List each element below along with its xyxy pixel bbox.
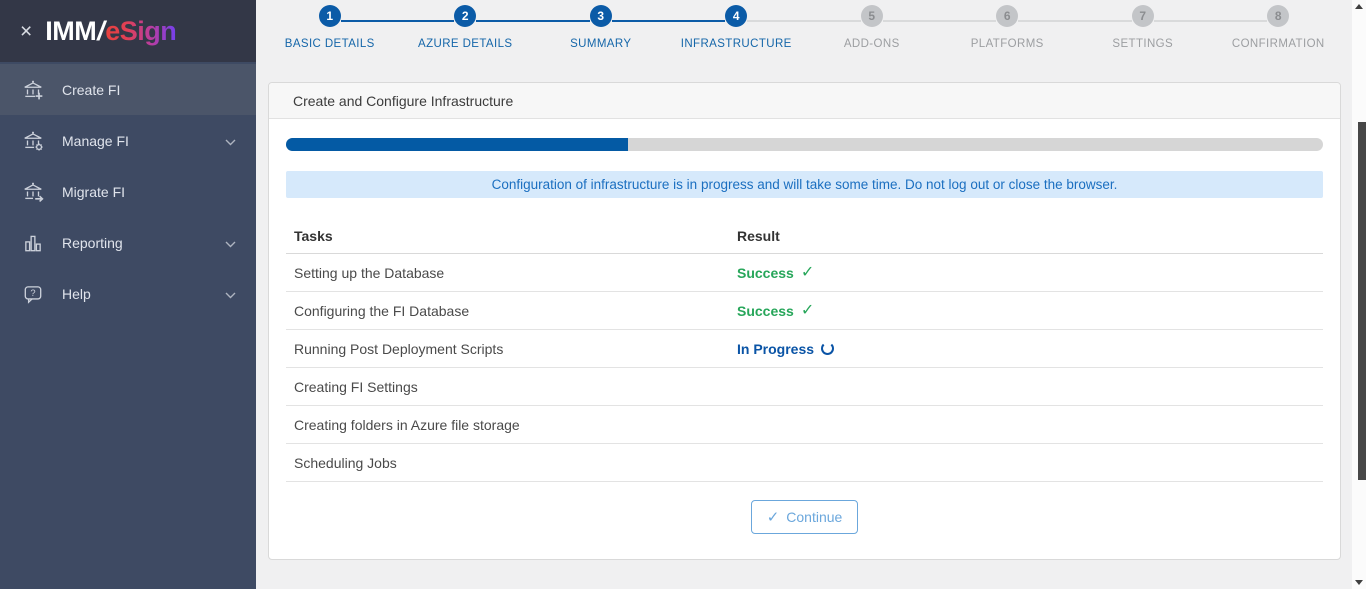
sidebar: × IMM/eSign Create FI Manage FI xyxy=(0,0,256,589)
app-logo: IMM/eSign xyxy=(45,15,177,47)
infrastructure-card: Create and Configure Infrastructure Conf… xyxy=(268,82,1341,560)
task-name: Creating FI Settings xyxy=(294,378,418,395)
card-header: Create and Configure Infrastructure xyxy=(269,83,1340,119)
svg-text:?: ? xyxy=(30,287,35,297)
task-result: Success ✓ xyxy=(729,301,1323,319)
progress-fill xyxy=(286,138,629,151)
table-row: Running Post Deployment Scripts In Progr… xyxy=(286,330,1323,368)
sidebar-item-migrate-fi[interactable]: Migrate FI xyxy=(0,166,256,217)
task-name: Configuring the FI Database xyxy=(294,302,470,319)
chevron-down-icon xyxy=(225,286,236,302)
tasks-column-header: Tasks xyxy=(294,228,333,244)
sidebar-item-reporting[interactable]: Reporting xyxy=(0,217,256,268)
info-banner: Configuration of infrastructure is in pr… xyxy=(286,171,1323,198)
sidebar-item-label: Migrate FI xyxy=(62,183,126,200)
table-row: Scheduling Jobs xyxy=(286,444,1323,482)
step-label: AZURE DETAILS xyxy=(418,38,513,50)
tasks-table: Tasks Result Setting up the Database Suc… xyxy=(286,219,1323,482)
main-content: 1 BASIC DETAILS 2 AZURE DETAILS 3 SUMMAR… xyxy=(256,0,1352,589)
card-body: Configuration of infrastructure is in pr… xyxy=(269,119,1340,534)
step-label: SUMMARY xyxy=(570,38,632,50)
task-name: Creating folders in Azure file storage xyxy=(294,416,520,433)
bar-chart-icon xyxy=(22,232,44,254)
task-result: Success ✓ xyxy=(729,263,1323,281)
step-label: ADD-ONS xyxy=(843,38,900,50)
sidebar-header: × IMM/eSign xyxy=(0,0,256,62)
task-name: Running Post Deployment Scripts xyxy=(294,340,504,357)
task-name: Scheduling Jobs xyxy=(294,454,397,471)
continue-button[interactable]: ✓ Continue xyxy=(750,500,859,534)
result-column-header: Result xyxy=(737,228,780,244)
logo-imm: IMM xyxy=(45,15,97,46)
step-number-circle: 5 xyxy=(860,5,883,27)
chevron-down-icon xyxy=(225,133,236,149)
table-row: Setting up the Database Success ✓ xyxy=(286,254,1323,292)
result-text: In Progress xyxy=(737,340,815,357)
step-number-circle: 1 xyxy=(318,5,341,27)
step-number-circle: 7 xyxy=(1131,5,1154,27)
step-number-circle: 8 xyxy=(1267,5,1290,27)
help-bubble-icon: ? xyxy=(22,283,44,305)
stepper-step-azure-details[interactable]: 2 AZURE DETAILS xyxy=(397,5,533,82)
logo-slash: / xyxy=(97,15,105,46)
button-row: ✓ Continue xyxy=(286,500,1323,534)
table-header-row: Tasks Result xyxy=(286,219,1323,254)
progress-bar xyxy=(286,138,1323,151)
step-label: INFRASTRUCTURE xyxy=(680,38,792,50)
step-label: PLATFORMS xyxy=(970,38,1044,50)
result-text: Success xyxy=(737,264,794,281)
table-row: Configuring the FI Database Success ✓ xyxy=(286,292,1323,330)
scrollbar-thumb[interactable] xyxy=(1358,122,1366,480)
task-result: In Progress xyxy=(729,341,1323,357)
close-icon[interactable]: × xyxy=(20,19,33,43)
sidebar-nav: Create FI Manage FI Migrate FI xyxy=(0,62,256,319)
sidebar-item-help[interactable]: ? Help xyxy=(0,268,256,319)
stepper-step-summary[interactable]: 3 SUMMARY xyxy=(533,5,669,82)
spinner-icon xyxy=(821,342,835,355)
check-icon: ✓ xyxy=(766,509,780,526)
step-label: SETTINGS xyxy=(1112,38,1174,50)
stepper-step-infrastructure[interactable]: 4 INFRASTRUCTURE xyxy=(668,5,804,82)
sidebar-item-label: Manage FI xyxy=(62,132,129,149)
check-icon: ✓ xyxy=(800,263,815,281)
sidebar-item-create-fi[interactable]: Create FI xyxy=(0,64,256,115)
wizard-stepper: 1 BASIC DETAILS 2 AZURE DETAILS 3 SUMMAR… xyxy=(256,0,1352,82)
table-row: Creating FI Settings xyxy=(286,368,1323,406)
logo-esign: eSign xyxy=(105,15,177,46)
check-icon: ✓ xyxy=(800,301,815,319)
task-name: Setting up the Database xyxy=(294,264,445,281)
bank-plus-icon xyxy=(22,79,44,101)
stepper-step-confirmation[interactable]: 8 CONFIRMATION xyxy=(1210,5,1347,82)
scrollbar-up-arrow[interactable] xyxy=(1355,4,1363,9)
step-number-circle: 3 xyxy=(589,5,612,27)
step-number-circle: 6 xyxy=(996,5,1019,27)
sidebar-item-label: Create FI xyxy=(62,81,121,98)
step-number-circle: 4 xyxy=(725,5,748,27)
sidebar-item-label: Help xyxy=(62,285,91,302)
bank-gear-icon xyxy=(22,130,44,152)
step-label: BASIC DETAILS xyxy=(284,38,375,50)
card-title: Create and Configure Infrastructure xyxy=(293,92,514,109)
bank-arrow-icon xyxy=(22,181,44,203)
step-number-circle: 2 xyxy=(454,5,477,27)
stepper-step-add-ons[interactable]: 5 ADD-ONS xyxy=(804,5,940,82)
table-row: Creating folders in Azure file storage xyxy=(286,406,1323,444)
chevron-down-icon xyxy=(225,235,236,251)
step-label: CONFIRMATION xyxy=(1231,38,1325,50)
stepper-step-platforms[interactable]: 6 PLATFORMS xyxy=(939,5,1075,82)
stepper-step-basic-details[interactable]: 1 BASIC DETAILS xyxy=(262,5,398,82)
sidebar-item-label: Reporting xyxy=(62,234,123,251)
sidebar-item-manage-fi[interactable]: Manage FI xyxy=(0,115,256,166)
result-text: Success xyxy=(737,302,794,319)
scrollbar-down-arrow[interactable] xyxy=(1355,580,1363,585)
continue-button-label: Continue xyxy=(786,509,843,525)
vertical-scrollbar[interactable] xyxy=(1352,0,1366,589)
stepper-step-settings[interactable]: 7 SETTINGS xyxy=(1075,5,1211,82)
